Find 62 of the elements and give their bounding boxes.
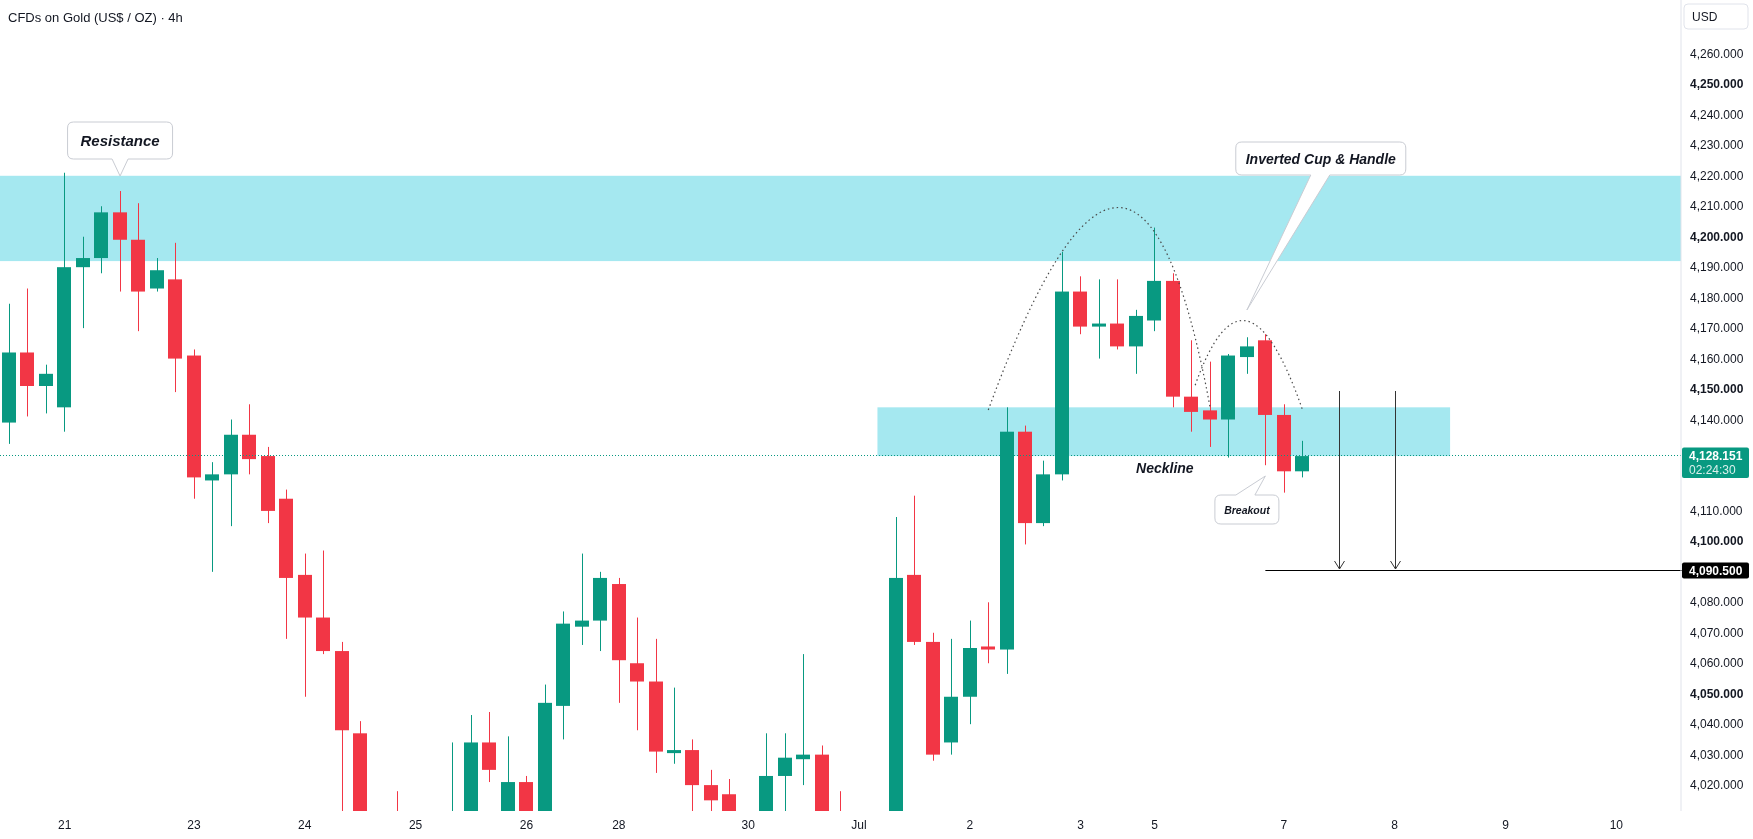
x-tick-label: 25	[408, 818, 423, 832]
annotation: Breakout	[1224, 503, 1271, 516]
ref-line-label: 4,128.151	[1689, 448, 1743, 463]
y-tick-label: 4,030.000	[1690, 747, 1744, 762]
y-tick-label: 4,140.000	[1690, 412, 1744, 427]
candlestick	[39, 364, 53, 414]
ref-line-label: 4,090.500	[1689, 563, 1743, 578]
candlestick	[150, 257, 164, 293]
candlestick	[981, 601, 995, 664]
y-tick-label: 4,040.000	[1690, 717, 1744, 732]
x-tick-label: 26	[519, 818, 534, 832]
candlestick	[205, 461, 219, 573]
y-tick-label: 4,260.000	[1690, 46, 1744, 61]
x-tick-label: 3	[1077, 818, 1085, 832]
y-axis-title: USD	[1692, 9, 1718, 24]
x-tick-label: 23	[187, 818, 201, 832]
x-tick-label: 24	[298, 818, 312, 832]
candlestick	[704, 769, 718, 811]
y-tick-label: 4,070.000	[1690, 625, 1744, 640]
candlestick	[667, 687, 681, 765]
candlestick	[630, 617, 644, 731]
y-tick-label: 4,230.000	[1690, 138, 1744, 153]
candlestick	[575, 553, 589, 646]
x-tick-label: 7	[1280, 818, 1288, 832]
y-tick-label: 4,150.000	[1690, 382, 1744, 397]
y-tick-label: 4,220.000	[1690, 168, 1744, 183]
candlestick	[1203, 361, 1217, 448]
y-tick-label: 4,190.000	[1690, 260, 1744, 275]
candlestick	[722, 778, 736, 811]
y-tick-label: 4,110.000	[1690, 503, 1743, 518]
y-tick-label: 4,020.000	[1690, 778, 1744, 793]
band-label: Resistance	[80, 132, 160, 149]
y-tick-label: 4,160.000	[1690, 351, 1744, 366]
y-tick-label: 4,060.000	[1690, 656, 1744, 671]
x-tick-label: 5	[1151, 818, 1159, 832]
x-tick-label: 28	[612, 818, 626, 832]
y-tick-label: 4,240.000	[1690, 107, 1744, 122]
x-tick-label: 2	[966, 818, 974, 832]
candlestick	[76, 236, 90, 329]
y-tick-label: 4,080.000	[1690, 595, 1744, 610]
candlestick	[1110, 278, 1124, 350]
x-tick-label: Jul	[851, 818, 867, 832]
y-tick-label: 4,100.000	[1690, 534, 1744, 549]
candlestick	[1184, 339, 1198, 433]
x-tick-label: 30	[741, 818, 756, 832]
band-label: Neckline	[1136, 460, 1194, 476]
annotation: Inverted Cup & Handle	[1245, 150, 1397, 167]
candlestick	[778, 732, 792, 811]
x-tick-label: 10	[1609, 818, 1624, 832]
x-tick-label: 9	[1502, 818, 1510, 832]
text: 02:24:30	[1689, 463, 1737, 477]
candlestick	[1240, 336, 1254, 375]
candlestick	[1092, 278, 1106, 360]
x-tick-label: 8	[1391, 818, 1399, 832]
y-tick-label: 4,200.000	[1690, 229, 1744, 244]
y-tick-label: 4,180.000	[1690, 290, 1744, 305]
y-tick-label: 4,050.000	[1690, 686, 1744, 701]
y-tick-label: 4,250.000	[1690, 77, 1744, 92]
y-tick-label: 4,210.000	[1690, 199, 1744, 214]
x-tick-label: 21	[57, 818, 72, 832]
y-tick-label: 4,170.000	[1690, 321, 1744, 336]
text: CFDs on Gold (US$ / OZ) · 4h	[8, 9, 183, 25]
